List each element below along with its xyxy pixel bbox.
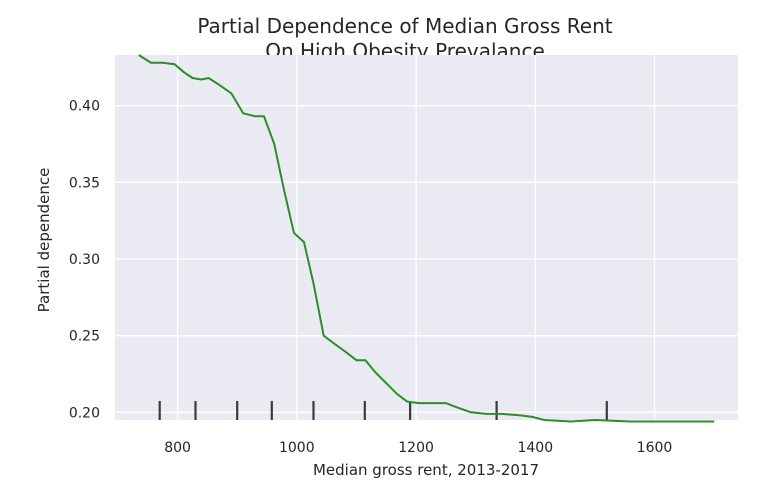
x-axis-label: Median gross rent, 2013-2017 — [313, 461, 539, 479]
y-tick-label: 0.30 — [69, 252, 100, 268]
chart-title-line-1: Partial Dependence of Median Gross Rent — [197, 14, 612, 38]
y-tick-label: 0.35 — [69, 175, 100, 191]
plot-area — [115, 55, 738, 420]
x-tick-label: 1200 — [398, 440, 434, 456]
y-tick-label: 0.40 — [69, 99, 100, 115]
y-tick-label: 0.20 — [69, 405, 100, 421]
x-tick-label: 1400 — [517, 440, 553, 456]
partial-dependence-line — [138, 54, 715, 423]
x-tick-label: 1600 — [637, 440, 673, 456]
y-axis-label: Partial dependence — [35, 168, 53, 313]
x-tick-label: 1000 — [279, 440, 315, 456]
y-tick-labels: 0.20 0.25 0.30 0.35 0.40 — [69, 99, 100, 422]
rug-ticks — [158, 401, 608, 420]
x-tick-labels: 800 1000 1200 1400 1600 — [164, 440, 672, 456]
x-tick-label: 800 — [164, 440, 191, 456]
y-tick-label: 0.25 — [69, 329, 100, 345]
grid — [115, 55, 738, 420]
